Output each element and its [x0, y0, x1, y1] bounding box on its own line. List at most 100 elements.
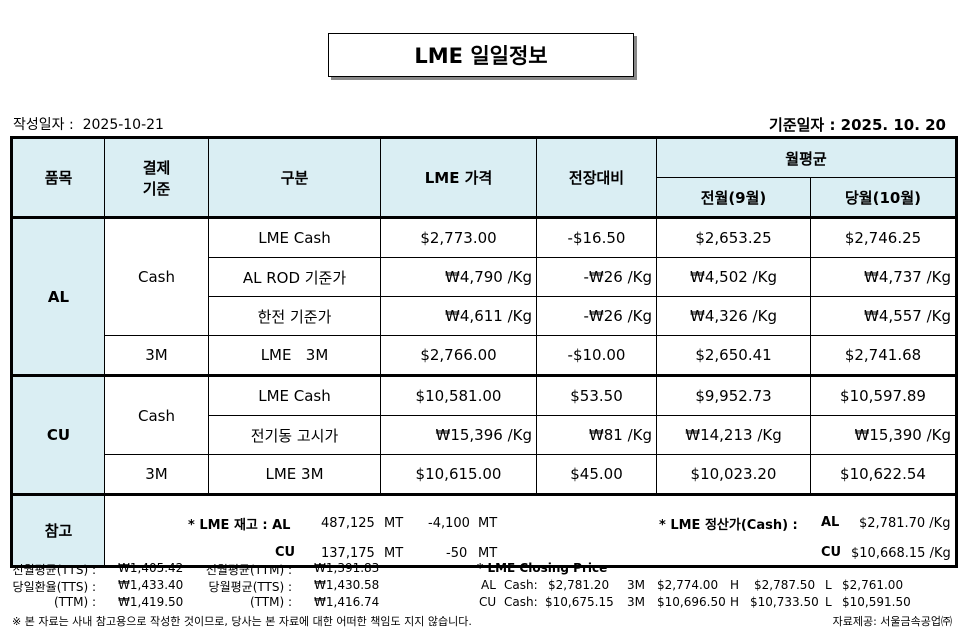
- change-cell: ₩81 /Kg: [536, 415, 657, 455]
- label: 3M: [627, 578, 645, 592]
- header-type: 구분: [208, 137, 381, 218]
- price-cell: ₩4,611 /Kg: [380, 296, 537, 336]
- reference-content: * LME 재고 : AL 487,125 MT -4,100 MT CU 13…: [104, 493, 957, 567]
- settle-cell: Cash: [104, 374, 209, 455]
- cash-price: $10,675.15: [545, 595, 614, 609]
- table-row: AL ROD 기준가 ₩4,790 /Kg -₩26 /Kg ₩4,502 /K…: [12, 257, 957, 297]
- prev-cell: $2,653.25: [656, 216, 811, 258]
- 3m-price: $2,774.00: [657, 578, 719, 592]
- reference-row: 참고 * LME 재고 : AL 487,125 MT -4,100 MT CU…: [11, 493, 957, 567]
- cur-cell: $10,622.54: [810, 454, 957, 495]
- prev-cell: ₩14,213 /Kg: [656, 415, 811, 455]
- cur-cell: ₩4,737 /Kg: [810, 257, 957, 297]
- type-cell: LME Cash: [208, 216, 381, 258]
- prev-cell: ₩4,326 /Kg: [656, 296, 811, 336]
- fx-value: ₩1,419.50: [118, 595, 184, 609]
- price-cell: ₩15,396 /Kg: [380, 415, 537, 455]
- change-cell: $45.00: [536, 454, 657, 495]
- al-label: AL: [821, 515, 840, 530]
- table-row: 전기동 고시가 ₩15,396 /Kg ₩81 /Kg ₩14,213 /Kg …: [12, 415, 957, 455]
- price-cell: $10,615.00: [380, 454, 537, 495]
- change-cell: -₩26 /Kg: [536, 296, 657, 336]
- page-title: LME 일일정보: [328, 33, 634, 77]
- type-cell: AL ROD 기준가: [208, 257, 381, 297]
- 3m-price: $10,696.50: [657, 595, 726, 609]
- header-cur-month: 당월(10월): [810, 177, 957, 218]
- fx-label: (TTM) :: [53, 595, 96, 609]
- type-cell: LME Cash: [208, 374, 381, 416]
- cur-cell: ₩4,557 /Kg: [810, 296, 957, 336]
- fx-value: ₩1,416.74: [314, 595, 380, 609]
- cur-cell: $2,746.25: [810, 216, 957, 258]
- cu-label: CU: [275, 545, 296, 560]
- low-price: $10,591.50: [842, 595, 911, 609]
- cu-stock: 137,175: [321, 546, 375, 561]
- created-label: 작성일자 :: [13, 117, 74, 133]
- header-item: 품목: [11, 137, 105, 218]
- fx-value: ₩1,430.58: [314, 578, 380, 592]
- high-price: $10,733.50: [750, 595, 819, 609]
- settle-label: * LME 정산가(Cash) :: [659, 518, 798, 533]
- unit: MT: [384, 546, 404, 561]
- unit: MT: [478, 546, 498, 561]
- type-cell: LME 3M: [208, 335, 381, 376]
- header-change: 전장대비: [536, 137, 657, 218]
- cur-cell: $2,741.68: [810, 335, 957, 376]
- cu-stock-change: -50: [446, 546, 468, 561]
- change-cell: -$10.00: [536, 335, 657, 376]
- label: 3M: [627, 595, 645, 609]
- unit: MT: [478, 516, 498, 531]
- settle-cell: 3M: [104, 454, 209, 495]
- settle-cell: Cash: [104, 216, 209, 336]
- cash-price: $2,781.20: [548, 578, 610, 592]
- cu-label: CU: [821, 545, 842, 560]
- label: H: [730, 595, 740, 609]
- metal: CU: [479, 595, 497, 609]
- base-date: 기준일자 : 2025. 10. 20: [769, 116, 946, 134]
- unit: MT: [384, 516, 404, 531]
- label: Cash:: [504, 595, 538, 609]
- item-cu: CU: [11, 374, 105, 495]
- cu-settle: $10,668.15 /Kg: [851, 546, 951, 561]
- metal: AL: [481, 578, 496, 592]
- table-row: CU Cash LME Cash $10,581.00 $53.50 $9,95…: [11, 374, 957, 495]
- fx-label: 당일환율(TTS) :: [12, 580, 96, 594]
- al-stock: 487,125: [321, 516, 375, 531]
- header-settle: 결제 기준: [104, 137, 209, 218]
- change-cell: -$16.50: [536, 216, 657, 258]
- prev-cell: $2,650.41: [656, 335, 811, 376]
- price-cell: $2,773.00: [380, 216, 537, 258]
- type-cell: 전기동 고시가: [208, 415, 381, 455]
- price-cell: ₩4,790 /Kg: [380, 257, 537, 297]
- header-prev-month: 전월(9월): [656, 177, 811, 218]
- fx-value: ₩1,405.42: [118, 561, 184, 575]
- change-cell: $53.50: [536, 374, 657, 416]
- label: L: [825, 595, 832, 609]
- fx-label: (TTM) :: [249, 595, 292, 609]
- cur-cell: $10,597.89: [810, 374, 957, 416]
- high-price: $2,787.50: [754, 578, 816, 592]
- label: Cash:: [504, 578, 538, 592]
- fx-label: 전월평균(TTS) :: [12, 563, 96, 577]
- price-cell: $2,766.00: [380, 335, 537, 376]
- price-cell: $10,581.00: [380, 374, 537, 416]
- disclaimer: ※ 본 자료는 사내 참고용으로 작성한 것이므로, 당사는 본 자료에 대한 …: [12, 615, 472, 628]
- al-stock-change: -4,100: [428, 516, 470, 531]
- fx-label: 당월평균(TTS) :: [208, 580, 292, 594]
- reference-label: 참고: [11, 493, 105, 567]
- table-row: AL Cash LME Cash $2,773.00 -$16.50 $2,65…: [11, 216, 957, 376]
- lme-price-table: 품목 결제 기준 구분 LME 가격 전장대비 월평균 전월(9월) 당월(10월…: [10, 136, 958, 568]
- header-monthly-avg: 월평균: [656, 137, 957, 178]
- source: 자료제공: 서울금속공업㈜: [832, 615, 952, 628]
- change-cell: -₩26 /Kg: [536, 257, 657, 297]
- table-row: 3M LME 3M $10,615.00 $45.00 $10,023.20 $…: [12, 454, 957, 495]
- low-price: $2,761.00: [842, 578, 904, 592]
- label: L: [825, 578, 832, 592]
- al-settle: $2,781.70 /Kg: [859, 516, 951, 531]
- table-row: 3M LME 3M $2,766.00 -$10.00 $2,650.41 $2…: [12, 335, 957, 376]
- stock-label: * LME 재고 : AL: [188, 518, 291, 533]
- created-date: 작성일자 : 2025-10-21: [13, 114, 164, 134]
- header-price: LME 가격: [380, 137, 537, 218]
- closing-title: * LME Closing Price: [477, 561, 608, 575]
- fx-value: ₩1,433.40: [118, 578, 184, 592]
